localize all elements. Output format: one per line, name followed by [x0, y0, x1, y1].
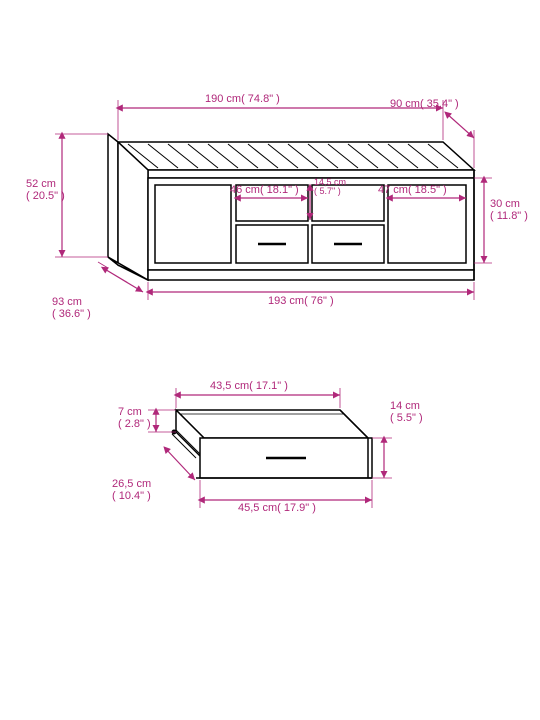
dim-right-height: 30 cm( 11.8" ): [490, 198, 528, 222]
dim-front-width: 193 cm( 76" ): [268, 295, 334, 307]
cabinet-drawing: [108, 134, 474, 280]
dim-top-width: 190 cm( 74.8" ): [205, 93, 280, 105]
dim-left-height: 52 cm( 20.5" ): [26, 178, 65, 202]
drawer-drawing: [172, 410, 372, 478]
diagram-container: 190 cm( 74.8" ) 90 cm( 35.4" ) 52 cm( 20…: [0, 0, 540, 720]
dim-d-front-w: 45,5 cm( 17.9" ): [238, 502, 316, 514]
dim-d-right-h: 14 cm( 5.5" ): [390, 400, 423, 424]
furniture-diagram: [0, 0, 540, 720]
dim-front-depth: 93 cm( 36.6" ): [52, 296, 91, 320]
dim-mid-width: 46 cm( 18.1" ): [230, 184, 299, 196]
dim-d-top-width: 43,5 cm( 17.1" ): [210, 380, 288, 392]
dim-mid-height: 14,5 cm( 5.7" ): [314, 178, 346, 197]
dim-top-depth: 90 cm( 35.4" ): [390, 98, 459, 110]
dim-d-depth: 26,5 cm( 10.4" ): [112, 478, 151, 502]
dim-d-left-h: 7 cm( 2.8" ): [118, 406, 151, 430]
dim-right-width: 47 cm( 18.5" ): [378, 184, 447, 196]
